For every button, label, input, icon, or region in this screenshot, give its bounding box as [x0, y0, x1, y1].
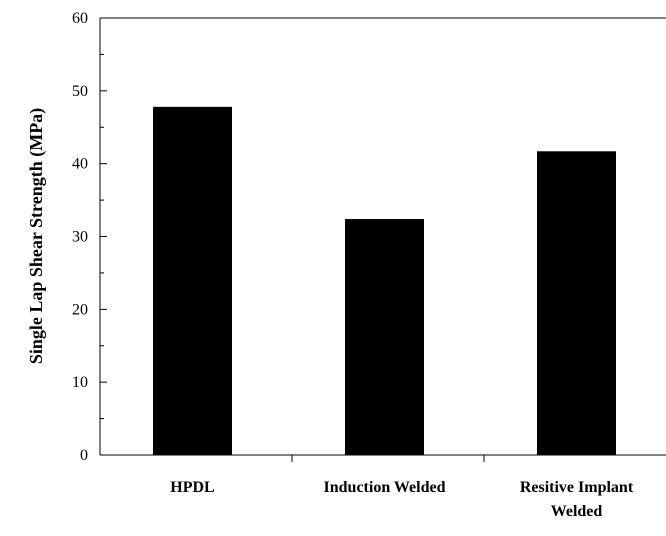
bar	[537, 151, 616, 455]
y-tick-label: 20	[72, 301, 88, 318]
y-tick-label: 60	[72, 10, 88, 27]
y-tick-label: 40	[72, 156, 88, 173]
y-tick-label: 30	[72, 229, 88, 246]
x-tick-label: HPDL	[170, 479, 214, 496]
y-tick-label: 10	[72, 374, 88, 391]
y-tick-label: 0	[80, 447, 88, 464]
bar	[153, 106, 232, 456]
y-tick-label: 50	[72, 83, 88, 100]
x-tick-label: Resitive Implant Welded	[520, 479, 634, 520]
bar	[345, 219, 424, 455]
x-tick-label: Induction Welded	[324, 479, 446, 496]
y-axis-label: Single Lap Shear Strength (MPa)	[26, 108, 47, 364]
